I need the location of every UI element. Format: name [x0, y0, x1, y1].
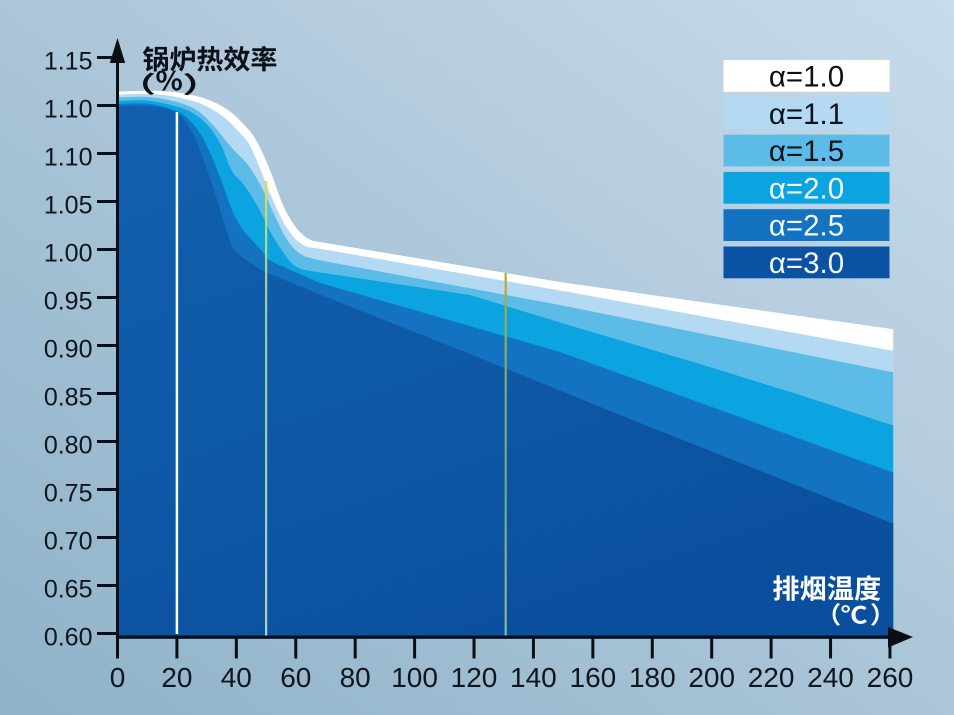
- svg-text:α=1.0: α=1.0: [769, 61, 844, 94]
- svg-text:0.85: 0.85: [44, 383, 93, 411]
- svg-text:1.10: 1.10: [44, 95, 93, 123]
- svg-text:40: 40: [221, 662, 252, 693]
- svg-text:240: 240: [807, 662, 854, 693]
- svg-text:180: 180: [629, 662, 676, 693]
- svg-text:100: 100: [391, 662, 438, 693]
- svg-text:0.75: 0.75: [44, 479, 93, 507]
- svg-text:260: 260: [867, 662, 914, 693]
- svg-text:1.00: 1.00: [44, 239, 93, 267]
- svg-text:220: 220: [748, 662, 795, 693]
- svg-text:α=2.5: α=2.5: [769, 210, 844, 243]
- svg-text:80: 80: [340, 662, 371, 693]
- svg-text:0.95: 0.95: [44, 287, 93, 315]
- svg-text:140: 140: [510, 662, 557, 693]
- svg-text:0.90: 0.90: [44, 335, 93, 363]
- svg-text:0.70: 0.70: [44, 527, 93, 555]
- svg-text:0.60: 0.60: [44, 623, 93, 651]
- svg-text:0.65: 0.65: [44, 575, 93, 603]
- svg-text:0: 0: [110, 662, 126, 693]
- svg-text:20: 20: [161, 662, 192, 693]
- svg-text:160: 160: [570, 662, 617, 693]
- svg-text:200: 200: [688, 662, 735, 693]
- svg-text:1.10: 1.10: [44, 143, 93, 171]
- svg-text:1.05: 1.05: [44, 191, 93, 219]
- svg-text:α=2.0: α=2.0: [769, 172, 844, 205]
- svg-text:α=1.1: α=1.1: [769, 98, 844, 131]
- svg-text:α=1.5: α=1.5: [769, 135, 844, 168]
- svg-text:1.15: 1.15: [44, 47, 93, 75]
- svg-text:α=3.0: α=3.0: [769, 247, 844, 280]
- svg-text:120: 120: [451, 662, 498, 693]
- svg-text:0.80: 0.80: [44, 431, 93, 459]
- svg-text:60: 60: [280, 662, 311, 693]
